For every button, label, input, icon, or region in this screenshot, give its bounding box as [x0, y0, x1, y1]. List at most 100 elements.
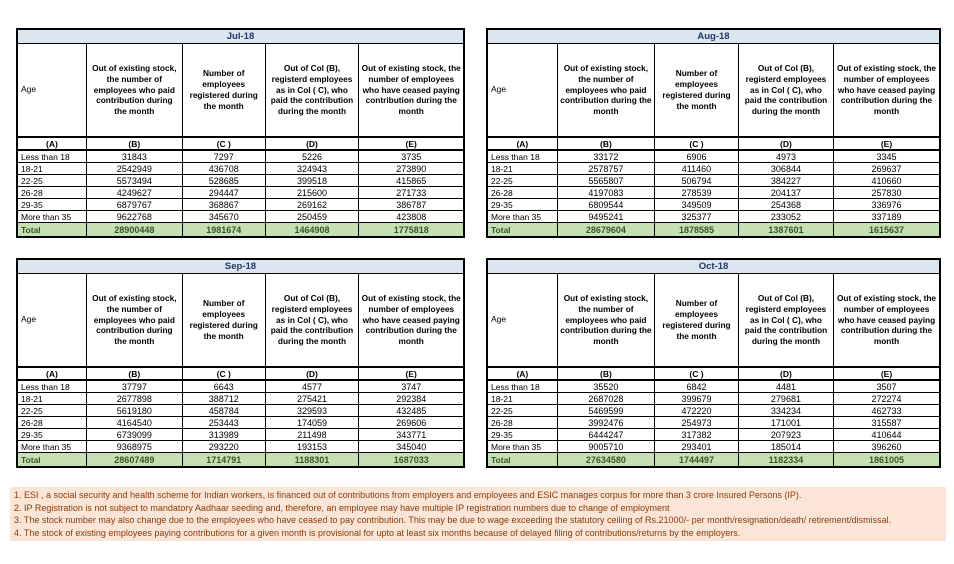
value-cell: 345670	[181, 210, 266, 223]
column-letters-row: (A) (B) (C ) (D) (E)	[486, 136, 941, 151]
data-row: 18-21 2677898 388712 275421 292384	[16, 392, 465, 405]
data-row: 18-21 2687028 399679 279681 272274	[486, 392, 941, 405]
value-cell: 506794	[654, 174, 739, 187]
data-row: 29-35 6739099 313989 211498 343771	[16, 428, 465, 441]
data-row: Less than 18 31843 7297 5226 3735	[16, 149, 465, 163]
age-group-label: 22-25	[16, 174, 87, 187]
age-group-label: 26-28	[16, 416, 87, 429]
age-column-header: Age	[16, 43, 87, 138]
total-value-cell: 1182334	[737, 452, 835, 468]
value-cell: 334234	[737, 404, 835, 417]
value-cell: 4164540	[85, 416, 183, 429]
value-cell: 432485	[358, 404, 465, 417]
value-cell: 35520	[556, 379, 656, 393]
value-cell: 211498	[264, 428, 360, 441]
value-cell: 9368975	[85, 440, 183, 453]
value-cell: 272274	[833, 392, 941, 405]
value-cell: 368867	[181, 198, 266, 211]
age-group-label: More than 35	[486, 210, 558, 223]
value-cell: 254973	[654, 416, 739, 429]
value-cell: 4577	[264, 379, 360, 393]
column-header: Out of existing stock, the number of emp…	[358, 273, 465, 368]
month-title: Aug-18	[486, 28, 941, 44]
value-cell: 4249627	[85, 186, 183, 199]
data-row: 26-28 3992476 254973 171001 315587	[486, 416, 941, 429]
value-cell: 37797	[85, 379, 183, 393]
value-cell: 6444247	[556, 428, 656, 441]
column-letter: (D)	[737, 366, 835, 381]
value-cell: 313989	[181, 428, 266, 441]
age-group-label: 29-35	[16, 428, 87, 441]
total-value-cell: 1687033	[358, 452, 465, 468]
value-cell: 6842	[654, 379, 739, 393]
total-label: Total	[486, 222, 558, 238]
total-label: Total	[16, 452, 87, 468]
footnote-line: 2. IP Registration is not subject to man…	[14, 502, 670, 513]
footnote-line: 3. The stock number may also change due …	[14, 515, 892, 526]
column-header: Number of employees registered during th…	[654, 43, 739, 138]
total-row: Total 28607489 1714791 1188301 1687033	[16, 452, 465, 468]
value-cell: 293220	[181, 440, 266, 453]
total-value-cell: 28679604	[556, 222, 656, 238]
column-letter: (B)	[556, 366, 656, 381]
data-row: 29-35 6444247 317382 207923 410644	[486, 428, 941, 441]
value-cell: 4973	[737, 149, 835, 163]
data-row: 26-28 4197083 278539 204137 257830	[486, 186, 941, 199]
age-group-label: 18-21	[16, 162, 87, 175]
data-row: Less than 18 37797 6643 4577 3747	[16, 379, 465, 393]
total-value-cell: 1744497	[654, 452, 739, 468]
value-cell: 292384	[358, 392, 465, 405]
total-value-cell: 28607489	[85, 452, 183, 468]
total-value-cell: 1188301	[264, 452, 360, 468]
column-letter: (E)	[358, 136, 465, 151]
value-cell: 9495241	[556, 210, 656, 223]
data-row: Less than 18 35520 6842 4481 3507	[486, 379, 941, 393]
value-cell: 388712	[181, 392, 266, 405]
value-cell: 317382	[654, 428, 739, 441]
value-cell: 31843	[85, 149, 183, 163]
total-value-cell: 1464908	[264, 222, 360, 238]
data-row: 18-21 2578757 411460 306844 269637	[486, 162, 941, 175]
value-cell: 423808	[358, 210, 465, 223]
column-letter: (A)	[16, 136, 87, 151]
column-letters-row: (A) (B) (C ) (D) (E)	[16, 366, 465, 381]
value-cell: 343771	[358, 428, 465, 441]
value-cell: 349509	[654, 198, 739, 211]
month-title: Jul-18	[16, 28, 465, 44]
value-cell: 3747	[358, 379, 465, 393]
column-letter: (E)	[833, 366, 941, 381]
column-header: Number of employees registered during th…	[654, 273, 739, 368]
value-cell: 294447	[181, 186, 266, 199]
month-title-row: Sep-18	[16, 258, 465, 274]
value-cell: 458784	[181, 404, 266, 417]
value-cell: 325377	[654, 210, 739, 223]
age-group-label: More than 35	[486, 440, 558, 453]
value-cell: 6809544	[556, 198, 656, 211]
value-cell: 2542949	[85, 162, 183, 175]
footnote-line: 4. The stock of existing employees payin…	[14, 527, 741, 538]
total-value-cell: 1387601	[737, 222, 835, 238]
value-cell: 399679	[654, 392, 739, 405]
value-cell: 5226	[264, 149, 360, 163]
age-group-label: Less than 18	[16, 149, 87, 163]
value-cell: 271733	[358, 186, 465, 199]
total-value-cell: 1861005	[833, 452, 941, 468]
age-group-label: 22-25	[16, 404, 87, 417]
value-cell: 410644	[833, 428, 941, 441]
value-cell: 411460	[654, 162, 739, 175]
value-cell: 6879767	[85, 198, 183, 211]
value-cell: 324943	[264, 162, 360, 175]
value-cell: 415865	[358, 174, 465, 187]
value-cell: 2687028	[556, 392, 656, 405]
month-title-row: Jul-18	[16, 28, 465, 44]
value-cell: 6906	[654, 149, 739, 163]
column-header: Out of Col (B), registerd employees as i…	[264, 273, 360, 368]
header-row: Age Out of existing stock, the number of …	[16, 273, 465, 368]
age-group-label: Less than 18	[486, 379, 558, 393]
total-label: Total	[486, 452, 558, 468]
value-cell: 410660	[833, 174, 941, 187]
value-cell: 204137	[737, 186, 835, 199]
value-cell: 9622768	[85, 210, 183, 223]
value-cell: 5565807	[556, 174, 656, 187]
total-value-cell: 28900448	[85, 222, 183, 238]
